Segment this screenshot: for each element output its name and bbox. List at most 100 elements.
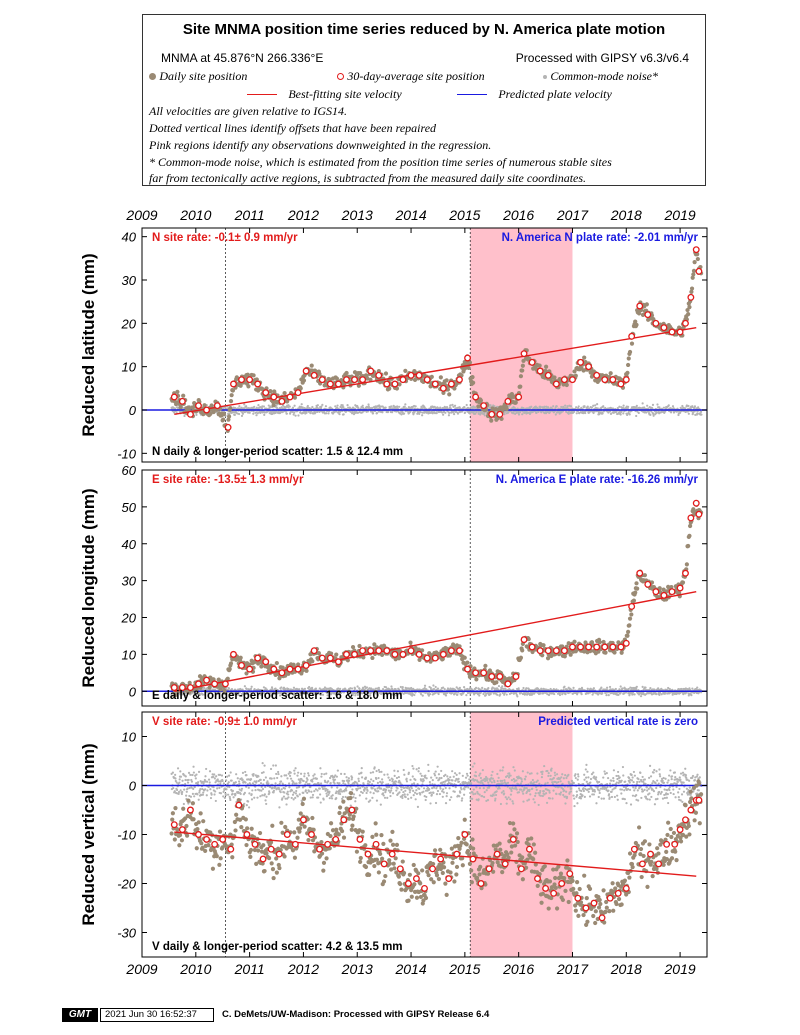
cmn-point bbox=[400, 413, 403, 416]
cmn-point bbox=[549, 410, 552, 413]
avg30-point bbox=[224, 423, 232, 431]
avg30-point bbox=[496, 410, 504, 418]
daily-point bbox=[447, 392, 452, 397]
avg30-point bbox=[399, 376, 407, 384]
cmn-point bbox=[393, 405, 396, 409]
cmn-point bbox=[242, 693, 246, 696]
cmn-point bbox=[237, 412, 241, 416]
cmn-point bbox=[655, 411, 658, 415]
cmn-point bbox=[361, 686, 365, 689]
daily-point bbox=[603, 650, 608, 655]
daily-point bbox=[187, 680, 192, 685]
cmn-point bbox=[309, 412, 312, 415]
avg30-point bbox=[668, 328, 676, 336]
cmn-point bbox=[230, 687, 234, 691]
year-label-bottom: 2018 bbox=[610, 961, 642, 977]
plate-rate-label: N. America N plate rate: -2.01 mm/yr bbox=[502, 232, 699, 244]
cmn-point bbox=[357, 406, 360, 409]
cmn-point bbox=[449, 687, 452, 690]
daily-point bbox=[627, 349, 633, 355]
cmn-point bbox=[518, 411, 522, 414]
daily-point bbox=[687, 305, 692, 310]
cmn-point bbox=[639, 695, 643, 698]
cmn-point bbox=[463, 686, 466, 689]
avg30-point bbox=[391, 380, 399, 388]
y-axis-label: Reduced latitude (mm) bbox=[79, 253, 98, 436]
cmn-point bbox=[433, 412, 437, 415]
avg30-point bbox=[423, 376, 431, 384]
cmn-point bbox=[691, 411, 695, 414]
cmn-point bbox=[264, 692, 267, 695]
daily-point bbox=[462, 655, 467, 660]
daily-point bbox=[361, 655, 366, 660]
cmn-point bbox=[535, 411, 538, 415]
daily-point bbox=[186, 406, 192, 411]
avg30-point bbox=[310, 371, 318, 379]
avg30-point bbox=[504, 397, 512, 405]
cmn-point bbox=[404, 403, 407, 406]
cmn-point bbox=[285, 412, 288, 415]
cmn-point bbox=[694, 413, 697, 417]
cmn-point bbox=[293, 404, 296, 407]
cmn-point bbox=[427, 694, 431, 697]
cmn-point bbox=[336, 404, 339, 407]
cmn-point bbox=[350, 687, 354, 690]
cmn-point bbox=[203, 686, 206, 690]
cmn-point bbox=[302, 411, 305, 415]
cmn-point bbox=[614, 687, 617, 691]
daily-point bbox=[444, 378, 449, 383]
cmn-point bbox=[240, 414, 244, 417]
cmn-point bbox=[619, 685, 622, 688]
cmn-point bbox=[561, 410, 564, 413]
cmn-point bbox=[644, 686, 647, 689]
cmn-point bbox=[293, 411, 296, 414]
avg30-point bbox=[528, 358, 536, 366]
daily-point bbox=[181, 393, 186, 398]
daily-point bbox=[301, 378, 307, 383]
daily-point bbox=[328, 651, 334, 656]
cmn-point bbox=[503, 413, 506, 416]
cmn-point bbox=[233, 413, 236, 417]
cmn-point bbox=[316, 404, 319, 407]
daily-point bbox=[476, 404, 481, 409]
daily-point bbox=[225, 676, 230, 681]
cmn-point bbox=[369, 692, 372, 695]
cmn-point bbox=[447, 414, 451, 417]
daily-point bbox=[365, 376, 370, 381]
best-fit-line bbox=[174, 326, 697, 416]
avg30-point bbox=[375, 371, 383, 379]
daily-point bbox=[629, 341, 635, 346]
daily-point bbox=[474, 677, 479, 682]
cmn-point bbox=[539, 405, 542, 408]
daily-point bbox=[635, 586, 640, 591]
daily-point bbox=[226, 414, 232, 419]
cmn-point bbox=[262, 686, 266, 689]
cmn-point bbox=[517, 413, 521, 416]
avg30-point bbox=[203, 406, 211, 414]
cmn-point bbox=[583, 405, 586, 408]
best-fit-line-icon bbox=[247, 94, 277, 96]
daily-point bbox=[518, 384, 523, 389]
avg30-point bbox=[383, 380, 391, 388]
cmn-point bbox=[522, 686, 525, 690]
cmn-point bbox=[543, 405, 546, 408]
cmn-point bbox=[444, 411, 447, 414]
cmn-point bbox=[421, 414, 424, 417]
cmn-point bbox=[250, 685, 253, 688]
cmn-point bbox=[278, 411, 282, 415]
cmn-point bbox=[697, 406, 700, 409]
cmn-point bbox=[573, 410, 576, 413]
cmn-point bbox=[458, 686, 462, 689]
avg30-point bbox=[660, 324, 668, 332]
year-label-top: 2011 bbox=[234, 207, 265, 223]
daily-point bbox=[543, 368, 548, 373]
cmn-point bbox=[633, 693, 636, 696]
cmn-point bbox=[367, 403, 370, 406]
avg30-point bbox=[456, 376, 463, 384]
avg30-point bbox=[682, 319, 689, 327]
cmn-point bbox=[553, 692, 556, 696]
cmn-point bbox=[606, 686, 609, 689]
cmn-point bbox=[463, 406, 466, 409]
avg30-point bbox=[593, 371, 601, 379]
daily-point bbox=[270, 399, 276, 404]
